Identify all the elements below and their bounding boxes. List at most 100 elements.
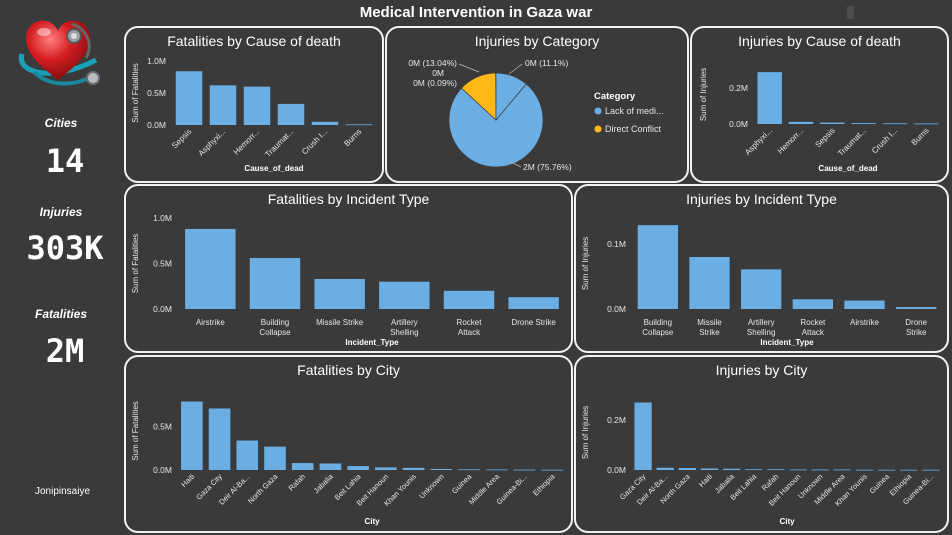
x-tick-label: Shelling [747,328,775,337]
bar [789,469,807,471]
scroll-handle[interactable] [847,6,854,19]
leader-line [458,63,480,73]
injuries-by-city-panel[interactable]: Injuries by City 0.0M 0.2M Gaza City Deir A… [574,355,949,533]
x-tick-label: Rafah [760,472,781,493]
bar [345,124,373,126]
dashboard-title: Medical Intervention in Gaza war [359,4,593,21]
injuries-by-incident-panel[interactable]: Injuries by Incident Type 0.0M 0.1M Buildi… [574,184,949,353]
bar [637,225,678,309]
x-tick-label: Missile Strike [316,318,364,327]
y-tick-label: 0.2M [607,415,626,425]
kpi-cities-value: 14 [45,142,85,180]
y-tick-label: 0.0M [153,304,172,314]
y-tick-label: 0.5M [147,88,166,98]
x-tick-label: Guinea [450,471,474,495]
fatalities-by-cause-panel[interactable]: Fatalities by Cause of death 0.0M 0.5M 1.0… [124,26,384,183]
bar [375,467,397,470]
x-axis-title: Incident_Type [760,338,814,347]
heart-stethoscope-icon [18,20,100,86]
x-tick-label: Ethiopia [531,471,557,497]
x-tick-label: Airstrike [196,318,225,327]
bar [243,86,271,125]
x-tick-label: Burns [910,126,931,147]
bar [896,307,937,309]
x-tick-label: Jabalia [312,471,336,495]
bar [656,467,674,470]
kpi-cities-label: Cities [44,116,78,130]
bar [311,121,339,125]
y-tick-label: 0.5M [153,422,172,432]
bar [767,469,785,471]
bar [236,440,259,470]
fatalities-by-city-panel[interactable]: Fatalities by City 0.0M 0.5M Haiti Gaza Cit… [124,355,573,533]
x-axis-title: Cause_of_dead [244,164,303,173]
x-tick-label: Unknown [417,472,445,500]
x-tick-label: Airstrike [850,318,879,327]
injuries-by-cause-chart[interactable]: 0.0M 0.2M Asphyxi... Hemorr... Sepsis Traumat… [692,28,947,181]
panel-title: Injuries by Cause of death [738,33,901,49]
y-tick-label: 1.0M [147,56,166,66]
y-tick-label: 0.5M [153,259,172,269]
bar [291,463,314,470]
legend-marker [594,125,602,133]
bar [175,71,203,125]
injuries-by-category-chart[interactable]: 2M (75.76%) 0M (13.04%) 0M (0.09%) 0M (11.1… [387,28,687,181]
kpi-fatalities-label: Fatalities [34,307,88,321]
injuries-by-category-panel[interactable]: Injuries by Category 2M (75.76%) 0M (13.0… [385,26,689,183]
y-tick-label: 0.0M [607,465,626,475]
x-tick-label: North Gaza [246,471,280,505]
x-tick-label: Drone [905,318,927,327]
x-axis-title: Incident_Type [345,338,399,347]
author-name: Jonipinsaiye [34,486,91,497]
pie-slice [495,72,527,121]
x-tick-label: Attack [802,328,825,337]
y-tick-label: 0.2M [729,83,748,93]
slice-label: 0M (0.09%) [413,78,457,88]
bar [788,121,814,124]
x-tick-label: Artillery [391,318,418,327]
bar [264,446,286,470]
y-tick-label: 0.0M [729,119,748,129]
x-tick-label: Crush I... [870,126,899,155]
bar [208,408,231,470]
bar [745,469,763,471]
bar [249,258,301,309]
x-axis-title: City [364,517,380,526]
legend-entry: Direct Conflict [605,124,662,134]
x-tick-label: Rocket [457,318,483,327]
kpi-fatalities-value: 2M [45,332,85,370]
bar [878,469,896,471]
legend-entry: Lack of medi... [605,106,664,116]
x-tick-label: Haiti [697,472,714,489]
y-axis-title: Sum of Injuries [699,68,708,121]
x-tick-label: Shelling [390,328,418,337]
bar [379,281,430,309]
y-axis-title: Sum of Fatalities [131,401,140,461]
injuries-by-incident-chart[interactable]: 0.0M0.1MBuildingCollapseMissileStrikeArt… [576,186,947,351]
bar [541,469,563,471]
y-tick-label: 0.0M [153,465,172,475]
x-tick-label: Collapse [259,328,291,337]
y-tick-label: 0.0M [607,304,626,314]
x-tick-label: Sepsis [170,127,193,150]
bar [678,468,696,470]
x-tick-label: Attack [458,328,481,337]
panel-title: Injuries by Incident Type [686,191,837,207]
bar [922,469,940,471]
fatalities-by-incident-panel[interactable]: Fatalities by Incident Type 0.0M 0.5M 1.0M… [124,184,573,353]
bar [485,469,508,471]
panel-title: Injuries by City [715,362,808,378]
leader-line [508,63,523,75]
fatalities-by-cause-chart[interactable]: 0.0M 0.5M 1.0M Sepsis Asphyxi... Hemorr... Tra… [126,28,382,181]
x-tick-label: Artillery [748,318,775,327]
injuries-by-cause-panel[interactable]: Injuries by Cause of death 0.0M 0.2M Asphy… [690,26,949,183]
bar [319,463,342,470]
bar [209,85,237,125]
bar [689,257,730,309]
x-tick-label: Crush I... [300,127,329,156]
x-tick-label: Rocket [800,318,826,327]
pie-slice [448,83,544,168]
